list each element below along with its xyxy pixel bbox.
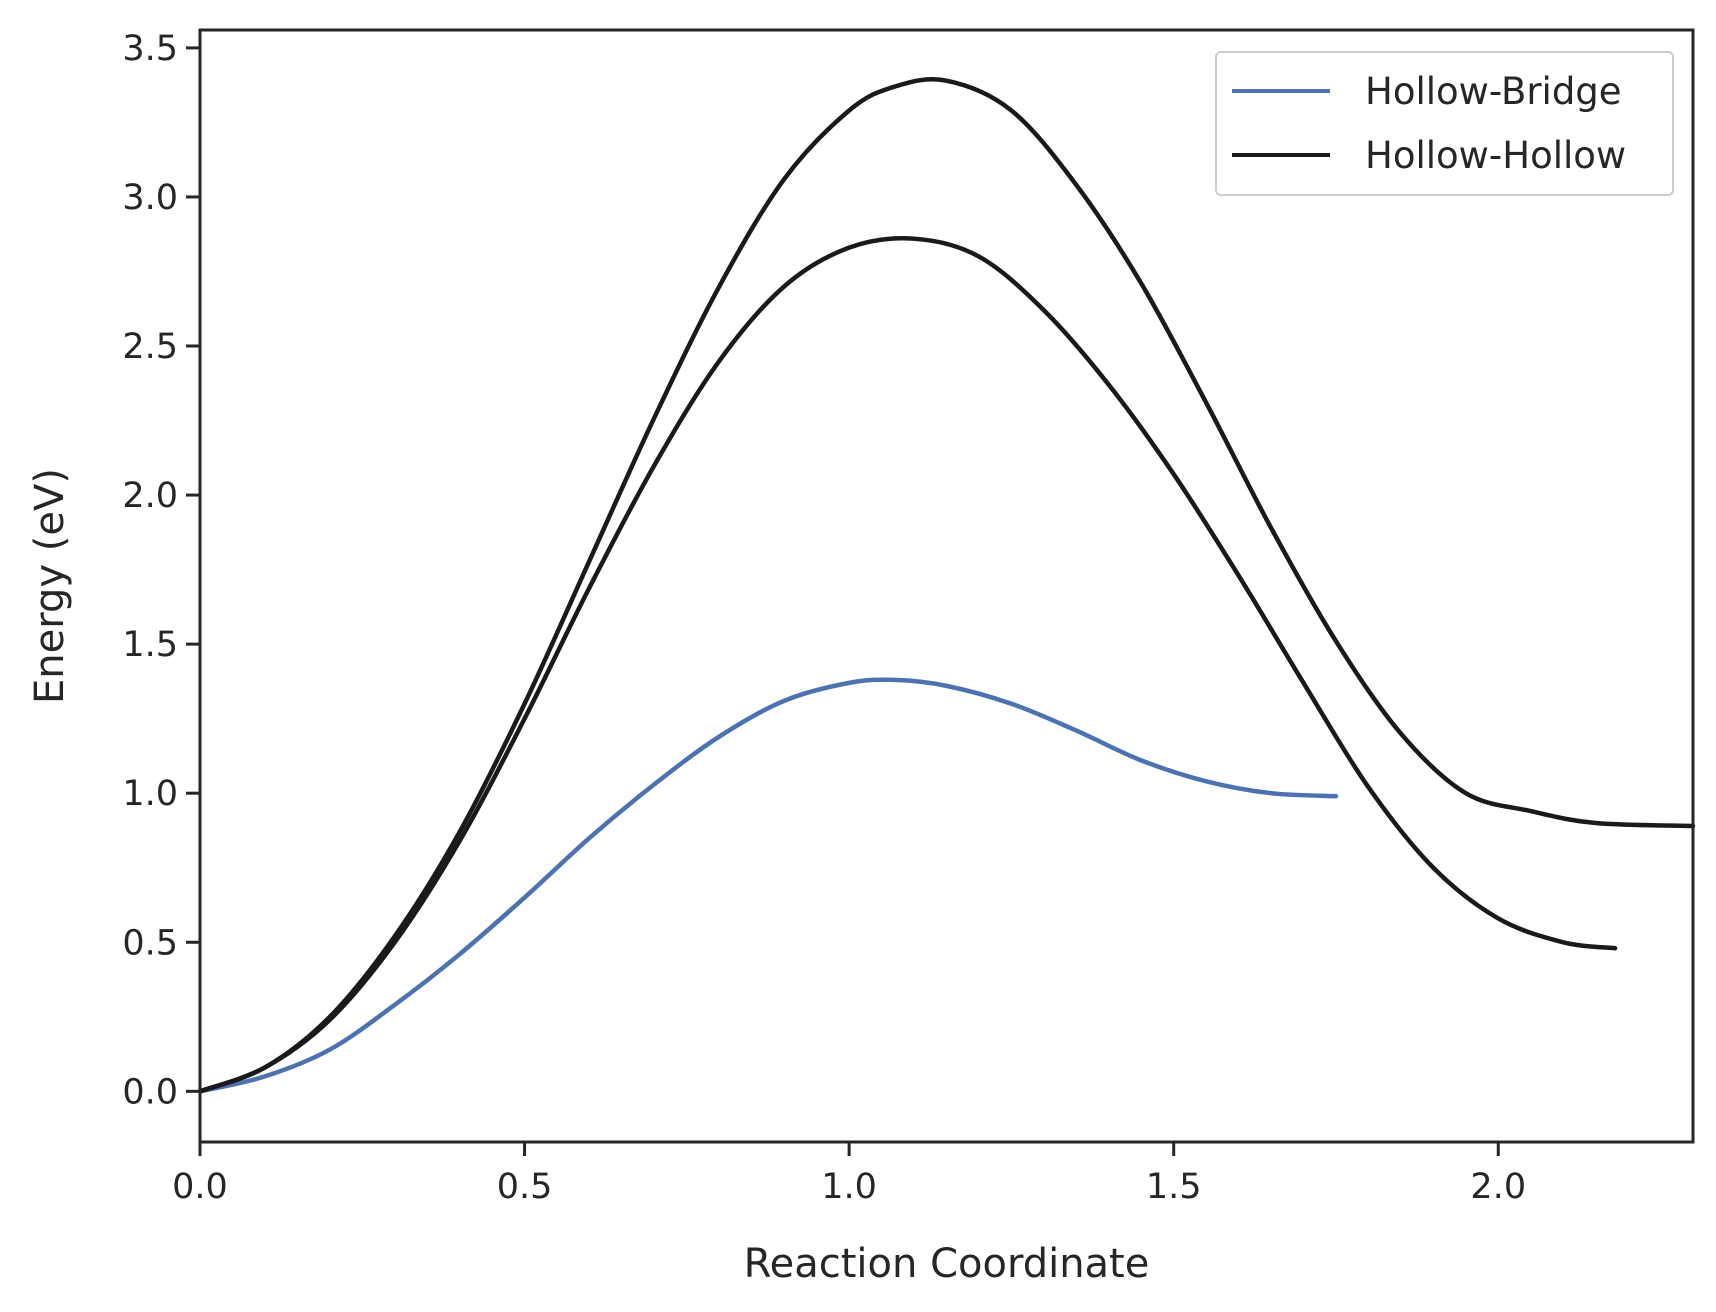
legend-label-hollow-bridge: Hollow-Bridge	[1365, 70, 1622, 113]
y-tick-label: 0.0	[122, 1072, 178, 1112]
y-tick-label: 0.5	[122, 923, 178, 963]
y-tick-label: 3.5	[122, 29, 178, 69]
y-axis-ticks: 0.0 0.5 1.0 1.5 2.0 2.5 3.0 3.5	[122, 29, 200, 1112]
series-line-unlabeled-1	[197, 236, 1618, 1094]
y-tick-label: 1.5	[122, 625, 178, 665]
legend-label-hollow-hollow: Hollow-Hollow	[1365, 134, 1626, 177]
x-tick-label: 0.0	[172, 1167, 228, 1207]
x-axis-ticks: 0.0 0.5 1.0 1.5 2.0	[172, 1142, 1526, 1207]
x-tick-label: 1.0	[821, 1167, 877, 1207]
legend: Hollow-Bridge Hollow-Hollow	[1215, 51, 1674, 196]
y-axis-label: Energy (eV)	[27, 468, 73, 704]
y-tick-label: 2.5	[122, 327, 178, 367]
y-tick-label: 3.0	[122, 178, 178, 218]
x-tick-label: 0.5	[497, 1167, 553, 1207]
y-tick-label: 2.0	[122, 476, 178, 516]
series-line-hollow-bridge	[197, 677, 1339, 1094]
x-axis-label: Reaction Coordinate	[744, 1241, 1150, 1287]
y-tick-label: 1.0	[122, 774, 178, 814]
x-tick-label: 1.5	[1146, 1167, 1202, 1207]
plot-frame	[198, 28, 1695, 1144]
series-line-hollow-hollow	[197, 76, 1696, 1094]
legend-box	[1215, 51, 1674, 196]
series-layer	[197, 76, 1696, 1094]
x-tick-label: 2.0	[1470, 1167, 1526, 1207]
